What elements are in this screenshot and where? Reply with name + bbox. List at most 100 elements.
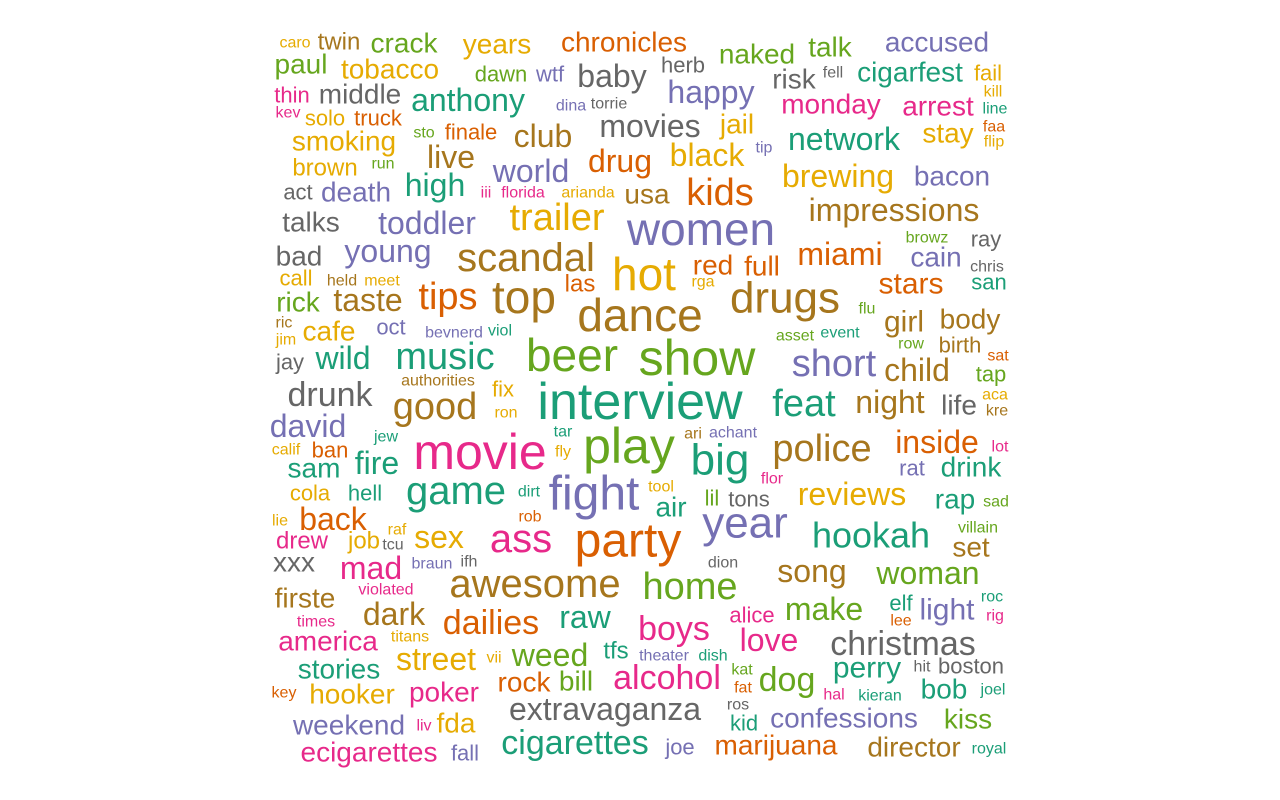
word-weekend: weekend — [292, 710, 405, 741]
word-event: event — [820, 325, 860, 342]
word-lee: lee — [890, 613, 911, 630]
word-alcohol: alcohol — [613, 659, 721, 697]
word-happy: happy — [667, 74, 754, 110]
word-ric: ric — [276, 315, 293, 332]
word-twin: twin — [318, 29, 361, 56]
word-alice: alice — [729, 603, 774, 628]
word-trailer: trailer — [509, 197, 604, 239]
word-feat: feat — [772, 383, 836, 425]
word-boston: boston — [938, 654, 1004, 679]
word-tip: tip — [756, 140, 773, 157]
word-kids: kids — [686, 172, 754, 214]
word-confessions: confessions — [770, 703, 918, 734]
word-row: row — [898, 336, 924, 353]
word-viol: viol — [488, 323, 512, 340]
word-arianda: arianda — [561, 185, 614, 202]
word-death: death — [321, 177, 391, 208]
word-world: world — [492, 153, 569, 189]
word-extravaganza: extravaganza — [509, 691, 701, 727]
word-arrest: arrest — [902, 91, 974, 122]
word-talk: talk — [808, 32, 853, 63]
word-love: love — [740, 622, 799, 658]
word-monday: monday — [781, 89, 881, 120]
word-black: black — [670, 137, 746, 173]
word-body: body — [940, 304, 1001, 335]
word-set: set — [952, 532, 990, 563]
word-sad: sad — [983, 494, 1009, 511]
word-fall: fall — [451, 741, 479, 766]
word-talks: talks — [282, 207, 340, 238]
word-red: red — [693, 250, 733, 281]
word-authorities: authorities — [401, 373, 475, 390]
word-dance: dance — [577, 289, 702, 341]
word-liv: liv — [416, 718, 431, 735]
word-marijuana: marijuana — [715, 730, 838, 761]
word-rob: rob — [518, 509, 541, 526]
word-police: police — [772, 428, 871, 470]
word-sex: sex — [414, 519, 464, 555]
word-make: make — [785, 591, 863, 627]
word-meet: meet — [364, 273, 400, 290]
word-back: back — [299, 501, 368, 537]
word-bevnerd: bevnerd — [425, 325, 483, 342]
word-thin: thin — [274, 83, 309, 108]
word-las: las — [565, 271, 596, 298]
word-line: line — [983, 101, 1008, 118]
word-vii: vii — [486, 650, 501, 667]
word-fly: fly — [555, 444, 571, 461]
word-fire: fire — [355, 445, 399, 481]
word-hit: hit — [914, 659, 931, 676]
word-raw: raw — [559, 599, 611, 635]
word-top: top — [492, 271, 556, 323]
word-years: years — [463, 29, 531, 60]
word-rat: rat — [899, 456, 925, 481]
word-middle: middle — [319, 79, 401, 110]
word-cafe: cafe — [303, 316, 356, 347]
word-lil: lil — [705, 486, 720, 511]
word-brewing: brewing — [782, 158, 894, 194]
word-perry: perry — [833, 652, 901, 685]
word-toddler: toddler — [378, 205, 476, 241]
word-times: times — [297, 614, 335, 631]
word-theater: theater — [639, 648, 689, 665]
word-flip: flip — [984, 134, 1005, 151]
word-tobacco: tobacco — [341, 54, 439, 85]
word-mad: mad — [340, 550, 402, 586]
word-bill: bill — [559, 666, 593, 697]
word-royal: royal — [972, 741, 1007, 758]
word-joe: joe — [664, 735, 694, 760]
word-home: home — [642, 566, 737, 608]
word-david: david — [270, 408, 347, 444]
word-beer: beer — [526, 329, 618, 381]
word-fight: fight — [549, 468, 640, 521]
word-solo: solo — [305, 106, 345, 131]
word-florida: florida — [501, 185, 545, 202]
word-women: women — [626, 203, 775, 255]
word-hal: hal — [823, 687, 844, 704]
word-elf: elf — [889, 591, 913, 616]
word-stories: stories — [298, 654, 380, 685]
word-scandal: scandal — [457, 236, 595, 280]
word-aca: aca — [982, 387, 1008, 404]
word-ifh: ifh — [461, 554, 478, 571]
word-cigarettes: cigarettes — [501, 724, 648, 762]
word-accused: accused — [885, 27, 989, 58]
word-jay: jay — [275, 350, 304, 375]
word-held: held — [327, 273, 357, 290]
word-cain: cain — [910, 242, 961, 273]
word-drunk: drunk — [287, 376, 373, 414]
word-tool: tool — [648, 479, 674, 496]
word-act: act — [283, 180, 312, 205]
word-birth: birth — [939, 333, 982, 358]
word-air: air — [655, 492, 686, 523]
word-hookah: hookah — [812, 515, 930, 556]
word-herb: herb — [661, 53, 705, 78]
word-ban: ban — [312, 438, 349, 463]
word-stars: stars — [878, 268, 943, 301]
word-music: music — [395, 336, 494, 378]
word-hell: hell — [348, 481, 382, 506]
word-high: high — [405, 167, 466, 203]
word-full: full — [744, 251, 780, 282]
word-light: light — [919, 594, 975, 627]
word-achant: achant — [709, 425, 758, 442]
